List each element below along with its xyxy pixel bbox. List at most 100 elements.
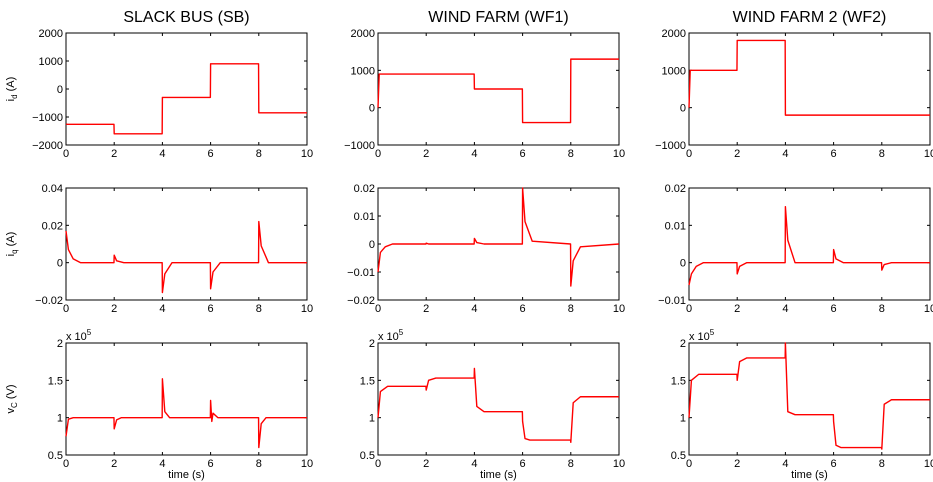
x-tick-label: 6: [520, 458, 526, 470]
y-tick-label: 1.5: [360, 375, 375, 387]
x-tick-label: 4: [782, 458, 788, 470]
x-tick-label: 10: [924, 458, 933, 470]
subplot-r2-c2: 0 2 4 6 8 10 0.02 0.01 0 −0.01 −0.02: [347, 183, 625, 315]
y-tick-label: 0: [57, 84, 63, 96]
x-tick-label: 8: [879, 148, 885, 160]
y-tick-label: 1: [680, 413, 686, 425]
y-tick-label: 0.04: [42, 183, 63, 195]
x-tick-label: 10: [301, 458, 313, 470]
y-tick-label: 1000: [662, 65, 686, 77]
x-tick-label: 6: [208, 148, 214, 160]
x-tick-label: 2: [734, 458, 740, 470]
x-tick-label: 6: [831, 303, 837, 315]
x-tick-label: 8: [256, 303, 262, 315]
x-tick-label: 8: [879, 458, 885, 470]
x-tick-label: 8: [568, 303, 574, 315]
plot-frame: [688, 187, 931, 301]
subplot-r3-c1: 0 2 4 6 8 10 2 1.5 1 0.5 x 105 vC (V) time (s): [5, 328, 313, 481]
x-tick-label: 4: [782, 148, 788, 160]
series-line-1: [377, 187, 620, 287]
x-tick-label: 8: [568, 458, 574, 470]
y-tick-label: −1000: [32, 112, 63, 124]
x-tick-label: 8: [256, 458, 262, 470]
y-tick-label: −0.02: [347, 295, 375, 307]
y-tick-label: −0.01: [347, 267, 375, 279]
y-tick-label: −0.01: [658, 295, 686, 307]
y-tick-label: 2000: [662, 28, 686, 40]
subplot-r3-c2: 0 2 4 6 8 10 2 1.5 1 0.5 x 105 time (s): [360, 328, 625, 481]
series-line-1: [65, 378, 307, 449]
x-axis-label: time (s): [791, 469, 828, 481]
x-tick-label: 2: [111, 148, 117, 160]
x-tick-label: 6: [831, 148, 837, 160]
column-title-1: SLACK BUS (SB): [123, 9, 249, 26]
x-tick-label: 8: [256, 148, 262, 160]
x-tick-label: 2: [734, 148, 740, 160]
y-tick-label: 0: [369, 103, 375, 115]
y-tick-label: 0.01: [665, 220, 686, 232]
y-tick-label: 0: [57, 258, 63, 270]
y-tick-label: 1: [369, 413, 375, 425]
x-tick-label: 0: [63, 458, 69, 470]
y-exponent-label: x 105: [66, 328, 92, 343]
plot-frame: [65, 187, 308, 301]
subplot-r3-c3: 0 2 4 6 8 10 2 1.5 1 0.5 x 105 time (s): [671, 328, 933, 481]
y-tick-label: 0: [680, 103, 686, 115]
x-tick-label: 2: [423, 303, 429, 315]
y-tick-label: 0.02: [354, 183, 375, 195]
x-tick-label: 10: [301, 148, 313, 160]
y-tick-label: 2: [57, 338, 63, 350]
plot-frame: [65, 342, 308, 456]
x-tick-label: 4: [782, 303, 788, 315]
x-tick-label: 10: [613, 148, 625, 160]
y-tick-label: 2000: [351, 28, 375, 40]
x-tick-label: 4: [471, 148, 477, 160]
y-axis-label: vC (V): [5, 384, 19, 413]
x-tick-label: 0: [63, 303, 69, 315]
y-tick-label: 1.5: [671, 375, 686, 387]
x-tick-label: 2: [111, 303, 117, 315]
y-tick-label: 2: [680, 338, 686, 350]
x-tick-label: 6: [520, 303, 526, 315]
y-tick-label: 0.02: [665, 183, 686, 195]
plot-frame: [377, 342, 620, 456]
y-tick-label: −0.02: [35, 295, 63, 307]
y-tick-label: 0.01: [354, 211, 375, 223]
x-tick-label: 4: [471, 303, 477, 315]
y-exponent-label: x 105: [689, 328, 715, 343]
x-tick-label: 10: [301, 303, 313, 315]
x-tick-label: 0: [63, 148, 69, 160]
y-tick-label: 1000: [351, 65, 375, 77]
x-tick-label: 10: [924, 148, 933, 160]
series-line-1: [377, 58, 619, 124]
x-tick-label: 6: [520, 148, 526, 160]
column-title-3: WIND FARM 2 (WF2): [733, 9, 887, 26]
series-line-1: [688, 205, 930, 286]
x-tick-label: 4: [159, 148, 165, 160]
x-axis-label: time (s): [168, 469, 205, 481]
y-exponent-label: x 105: [378, 328, 404, 343]
y-tick-label: −1000: [344, 140, 375, 152]
x-tick-label: 4: [159, 458, 165, 470]
x-tick-label: 0: [375, 148, 381, 160]
y-tick-label: 2000: [39, 28, 63, 40]
y-tick-label: 0.02: [42, 220, 63, 232]
y-tick-label: 1.5: [48, 375, 63, 387]
subplot-r1-c1: 0 2 4 6 8 10 2000 1000 0 −1000 −2000 id (A): [5, 28, 313, 160]
y-axis-label: id (A): [5, 77, 19, 102]
y-tick-label: 0.5: [360, 450, 375, 462]
x-tick-label: 10: [924, 303, 933, 315]
series-line-1: [65, 63, 307, 135]
x-tick-label: 8: [568, 148, 574, 160]
y-tick-label: 1000: [39, 56, 63, 68]
y-tick-label: 0: [680, 258, 686, 270]
x-tick-label: 0: [375, 458, 381, 470]
x-tick-label: 2: [423, 458, 429, 470]
x-tick-label: 4: [471, 458, 477, 470]
x-tick-label: 4: [159, 303, 165, 315]
x-tick-label: 0: [686, 303, 692, 315]
x-tick-label: 6: [208, 458, 214, 470]
y-tick-label: 2: [369, 338, 375, 350]
